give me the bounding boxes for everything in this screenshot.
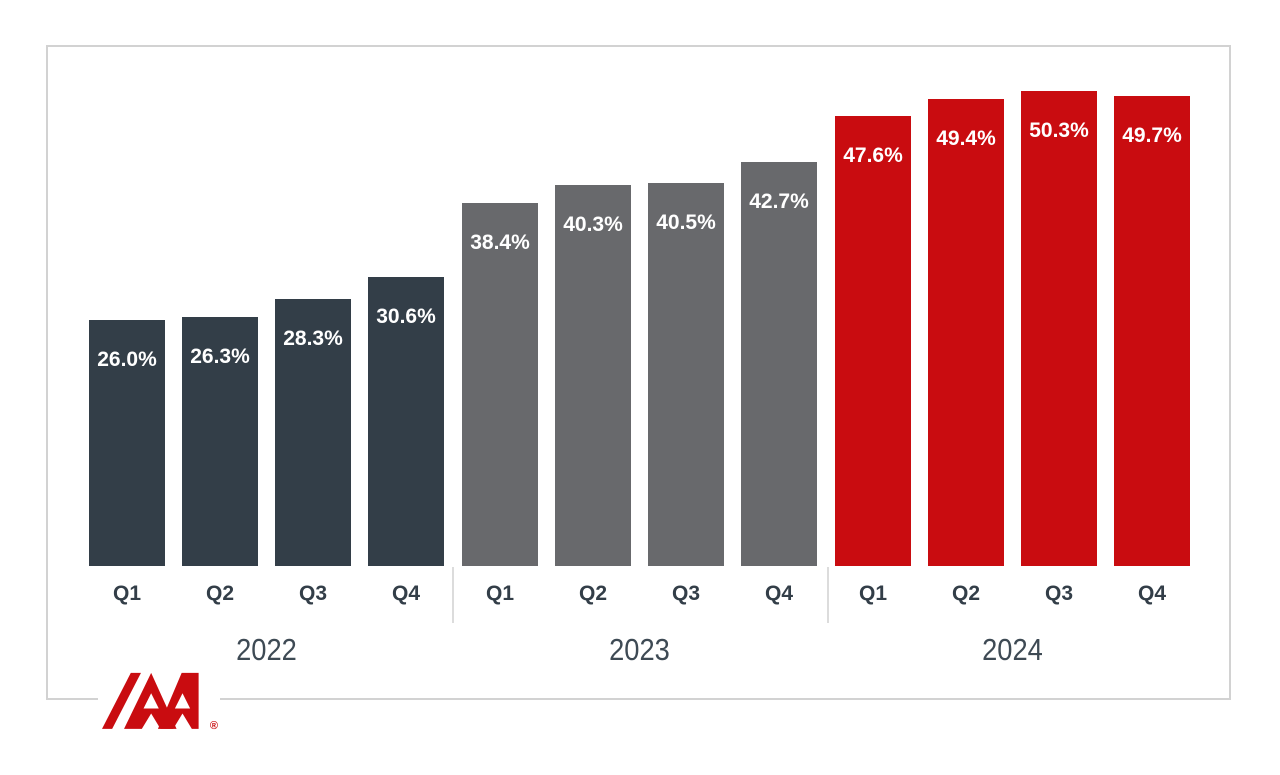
bar-2024-Q1: 47.6% — [835, 116, 911, 566]
iaa-logo: ® — [98, 668, 220, 738]
bar-2023-Q1: 38.4% — [462, 203, 538, 566]
quarter-label-2024-Q2: Q2 — [951, 582, 980, 605]
bar-value-label: 38.4% — [470, 231, 530, 254]
year-group-separator — [452, 567, 454, 623]
bar-2023-Q3: 40.5% — [648, 183, 724, 566]
logo-slash — [102, 672, 141, 729]
logo-a1 — [124, 672, 177, 729]
bar-value-label: 40.5% — [656, 211, 716, 234]
registered-mark-icon: ® — [209, 720, 218, 732]
bar-value-label: 26.3% — [190, 345, 250, 368]
year-label-2023: 2023 — [529, 632, 749, 668]
bar-value-label: 40.3% — [563, 213, 623, 236]
logo-a2 — [157, 672, 199, 729]
bar-value-label: 50.3% — [1029, 119, 1089, 142]
year-label-text: 2024 — [981, 632, 1043, 667]
bar-2022-Q3: 28.3% — [275, 299, 351, 566]
quarter-label-2023-Q1: Q1 — [485, 582, 514, 605]
quarter-label-2023-Q2: Q2 — [578, 582, 607, 605]
bar-value-label: 49.4% — [936, 127, 996, 150]
quarter-label-2022-Q4: Q4 — [391, 582, 420, 605]
bar-2022-Q2: 26.3% — [182, 317, 258, 566]
year-label-text: 2022 — [235, 632, 297, 667]
bar-value-label: 26.0% — [97, 348, 157, 371]
quarter-label-2022-Q1: Q1 — [112, 582, 141, 605]
year-group-separator — [827, 567, 829, 623]
year-label-text: 2023 — [608, 632, 670, 667]
bar-2024-Q2: 49.4% — [928, 99, 1004, 566]
bar-2023-Q2: 40.3% — [555, 185, 631, 566]
quarter-label-2024-Q3: Q3 — [1044, 582, 1073, 605]
bar-2024-Q3: 50.3% — [1021, 91, 1097, 566]
quarter-label-2023-Q3: Q3 — [671, 582, 700, 605]
year-label-2024: 2024 — [902, 632, 1122, 668]
bar-2023-Q4: 42.7% — [741, 162, 817, 566]
quarter-label-2023-Q4: Q4 — [764, 582, 793, 605]
bar-value-label: 30.6% — [376, 305, 436, 328]
bar-2022-Q1: 26.0% — [89, 320, 165, 566]
iaa-logo-mark — [102, 672, 199, 729]
bar-value-label: 47.6% — [843, 144, 903, 167]
quarter-label-2024-Q1: Q1 — [858, 582, 887, 605]
quarter-label-2022-Q3: Q3 — [298, 582, 327, 605]
bar-value-label: 49.7% — [1122, 124, 1182, 147]
bar-value-label: 42.7% — [749, 190, 809, 213]
bar-2022-Q4: 30.6% — [368, 277, 444, 566]
quarter-label-2022-Q2: Q2 — [205, 582, 234, 605]
year-label-2022: 2022 — [156, 632, 376, 668]
bar-value-label: 28.3% — [283, 327, 343, 350]
quarter-label-2024-Q4: Q4 — [1137, 582, 1166, 605]
bar-2024-Q4: 49.7% — [1114, 96, 1190, 566]
